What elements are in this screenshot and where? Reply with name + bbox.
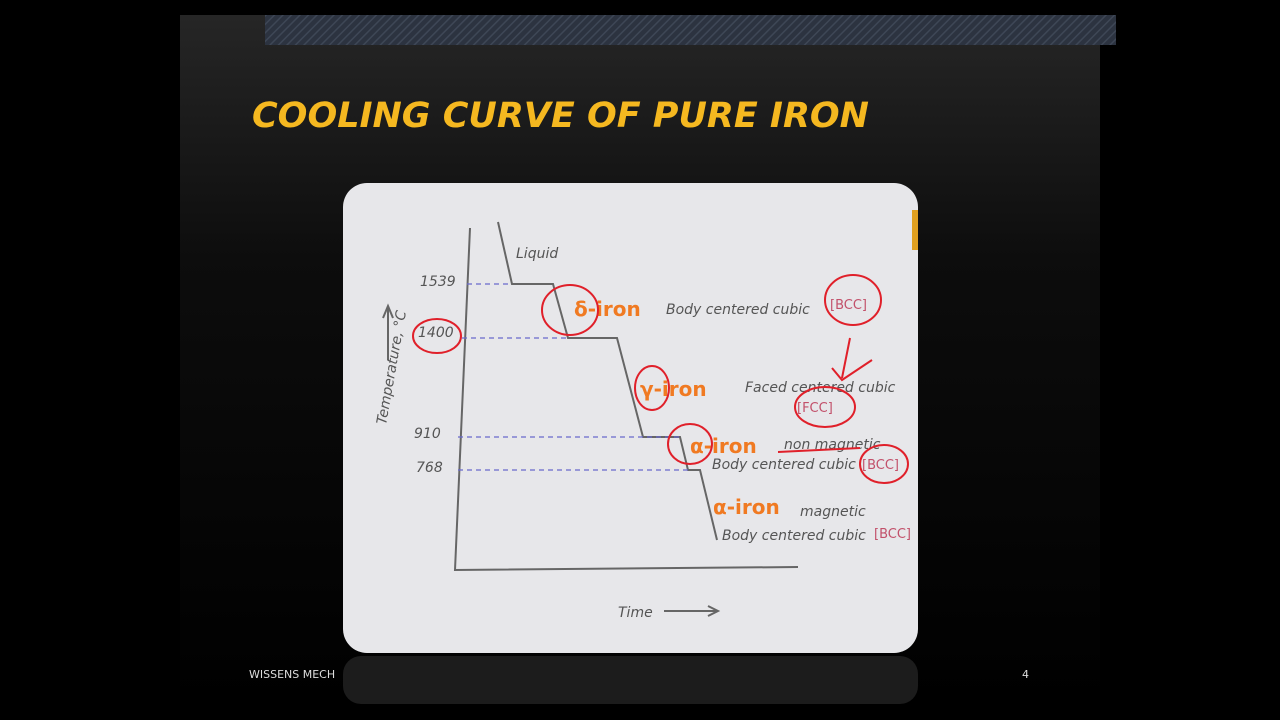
phase-structure: [BCC] <box>874 527 911 542</box>
footer-left: WISSENS MECH <box>249 668 335 681</box>
curve <box>497 221 718 541</box>
phase-note: Body centered cubic <box>712 457 856 473</box>
page-number: 4 <box>1022 668 1029 681</box>
circle <box>824 274 882 326</box>
temperature-label: 768 <box>416 460 443 476</box>
phase-note: Body centered cubic <box>722 528 866 544</box>
phase-name: γ-iron <box>640 377 707 401</box>
diagram-photo <box>343 183 918 653</box>
temperature-label: 1539 <box>420 274 456 290</box>
axes <box>453 227 799 572</box>
liquid-label: Liquid <box>516 246 558 262</box>
circle <box>859 444 909 484</box>
x-arrow <box>664 605 721 617</box>
cooling-curve <box>382 221 799 617</box>
arrow-mark <box>777 337 873 453</box>
circle <box>634 365 670 411</box>
phase-name: α-iron <box>690 434 757 458</box>
phase-structure: [BCC] <box>830 298 867 313</box>
temperature-label: 1400 <box>418 325 454 341</box>
y-arrow <box>382 303 394 360</box>
phase-name: δ-iron <box>574 297 641 321</box>
phase-note: magnetic <box>800 504 866 520</box>
photo-reflection <box>343 656 918 704</box>
red-annotations <box>412 274 909 484</box>
circle <box>667 423 713 465</box>
phase-structure: [FCC] <box>797 401 833 416</box>
phase-structure: [BCC] <box>862 458 899 473</box>
temperature-label: 910 <box>414 426 441 442</box>
circle <box>412 318 462 354</box>
circle <box>794 386 856 428</box>
slide-title: COOLING CURVE OF PURE IRON <box>252 96 869 136</box>
phase-note: Body centered cubic <box>666 302 810 318</box>
header-band <box>265 15 1116 45</box>
photo-edge <box>912 210 918 250</box>
x-axis-label: Time <box>618 605 653 621</box>
circle <box>541 284 599 336</box>
phase-name: α-iron <box>713 495 780 519</box>
